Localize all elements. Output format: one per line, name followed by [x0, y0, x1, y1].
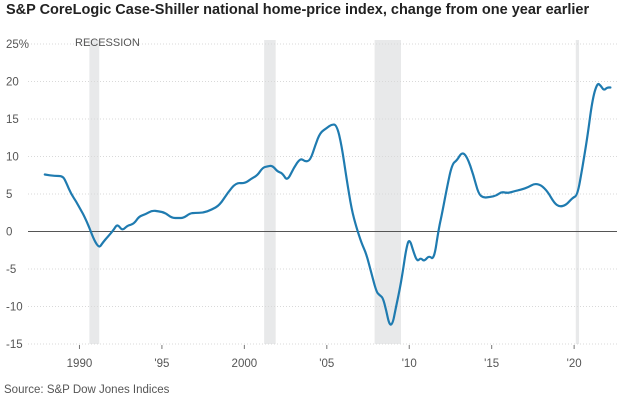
y-axis: 25% 20 15 10 5 0 -5 -10 -15: [6, 39, 617, 351]
x-tick-label: '05: [319, 358, 334, 370]
y-tick-label: 0: [6, 227, 12, 239]
recession-label: RECESSION: [75, 37, 140, 49]
y-tick-label: 20: [6, 77, 19, 89]
y-tick-label: 25%: [6, 39, 29, 51]
y-tick-label: -10: [6, 302, 23, 314]
x-tick-label: 1990: [67, 358, 93, 370]
y-tick-label: 10: [6, 152, 19, 164]
x-tick-label: 2000: [232, 358, 258, 370]
chart-title: S&P CoreLogic Case-Shiller national home…: [6, 2, 590, 18]
series-line-home-price-change: [43, 82, 612, 326]
x-tick-label: '95: [154, 358, 169, 370]
x-tick-label: '15: [484, 358, 499, 370]
y-tick-label: 5: [6, 189, 12, 201]
x-tick-label: '20: [567, 358, 582, 370]
y-tick-label: 15: [6, 114, 19, 126]
recession-band-2: [264, 40, 276, 344]
recession-band-1: [89, 40, 100, 344]
x-axis: 1990 '95 2000 '05 '10 '15 '20: [67, 345, 582, 370]
x-tick-label: '10: [402, 358, 417, 370]
source-note: Source: S&P Dow Jones Indices: [4, 384, 170, 396]
y-tick-label: -5: [6, 264, 16, 276]
y-tick-label: -15: [6, 339, 23, 351]
